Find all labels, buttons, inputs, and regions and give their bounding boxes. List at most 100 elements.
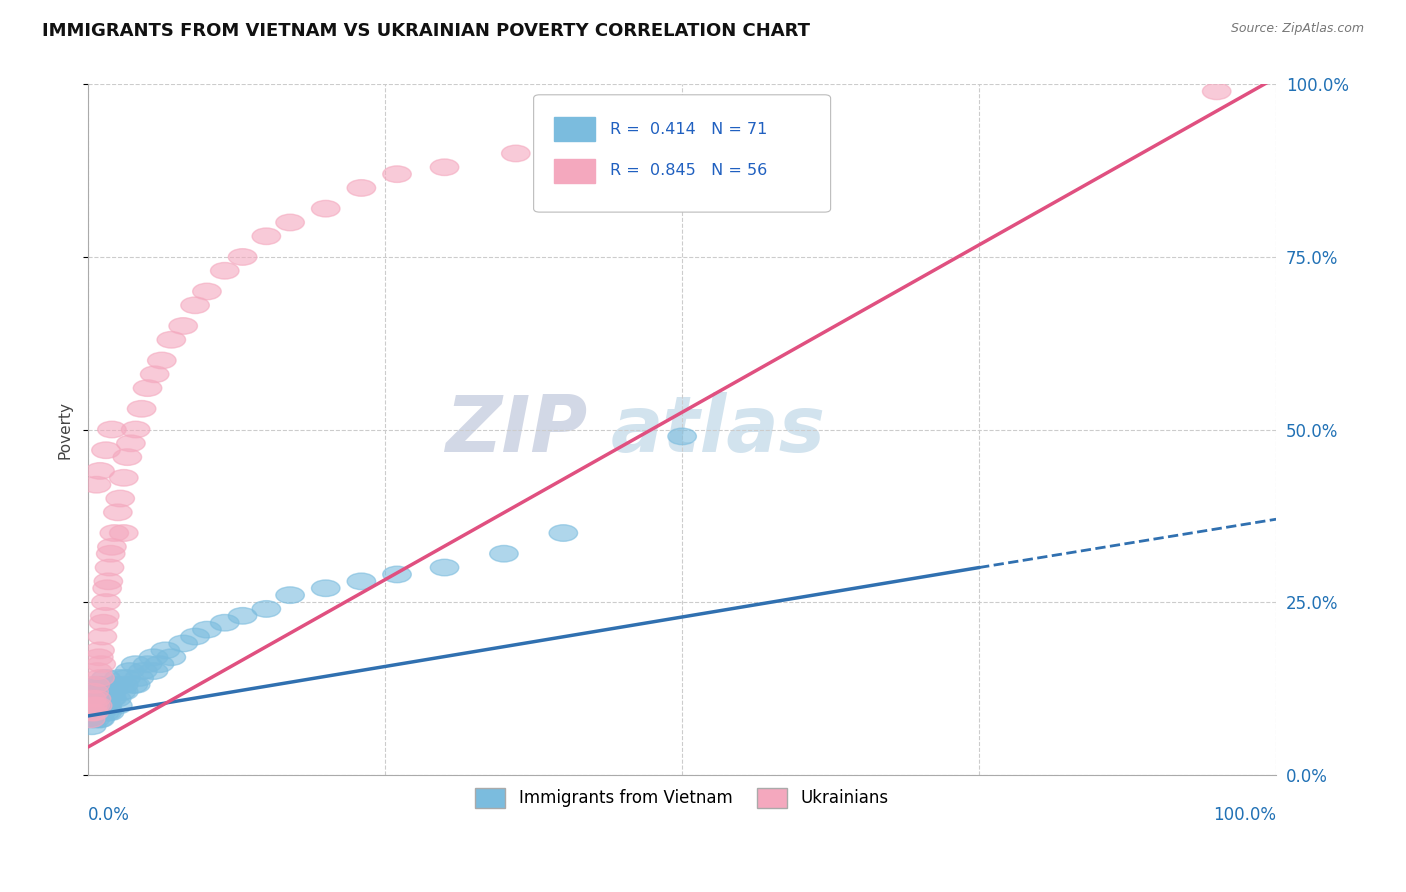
Circle shape (252, 600, 281, 617)
Circle shape (97, 690, 127, 707)
Circle shape (84, 649, 112, 665)
Circle shape (312, 201, 340, 217)
FancyBboxPatch shape (554, 159, 595, 183)
Circle shape (91, 690, 121, 707)
Circle shape (86, 642, 114, 658)
Circle shape (90, 607, 120, 624)
Circle shape (105, 491, 135, 507)
Circle shape (103, 690, 131, 707)
Circle shape (110, 524, 138, 541)
Circle shape (86, 463, 114, 479)
Circle shape (96, 704, 124, 721)
Circle shape (87, 656, 115, 673)
Circle shape (91, 442, 121, 458)
Circle shape (169, 635, 197, 652)
Circle shape (77, 711, 105, 728)
Circle shape (97, 690, 125, 707)
Circle shape (148, 352, 176, 368)
Y-axis label: Poverty: Poverty (58, 401, 72, 458)
Circle shape (121, 676, 150, 693)
Circle shape (104, 504, 132, 521)
FancyBboxPatch shape (554, 117, 595, 141)
Circle shape (77, 690, 105, 707)
Circle shape (430, 559, 458, 576)
Circle shape (141, 366, 169, 383)
Circle shape (84, 711, 112, 728)
Circle shape (97, 421, 127, 438)
Circle shape (134, 656, 162, 673)
Circle shape (150, 642, 180, 658)
Circle shape (77, 718, 105, 734)
Circle shape (211, 262, 239, 279)
Circle shape (83, 698, 112, 714)
Text: IMMIGRANTS FROM VIETNAM VS UKRAINIAN POVERTY CORRELATION CHART: IMMIGRANTS FROM VIETNAM VS UKRAINIAN POV… (42, 22, 810, 40)
Circle shape (84, 676, 112, 693)
Circle shape (93, 698, 121, 714)
Text: R =  0.414   N = 71: R = 0.414 N = 71 (610, 122, 768, 136)
Circle shape (157, 332, 186, 348)
Circle shape (572, 131, 602, 148)
Circle shape (112, 449, 142, 466)
Text: 0.0%: 0.0% (89, 805, 129, 823)
Circle shape (90, 615, 118, 631)
Circle shape (181, 297, 209, 314)
Circle shape (110, 683, 138, 700)
Circle shape (193, 622, 221, 638)
Circle shape (181, 628, 209, 645)
Circle shape (79, 698, 107, 714)
Circle shape (100, 676, 128, 693)
Circle shape (117, 435, 145, 451)
Circle shape (82, 704, 110, 721)
Text: atlas: atlas (610, 392, 825, 467)
Circle shape (83, 690, 112, 707)
Circle shape (94, 683, 122, 700)
Circle shape (87, 698, 115, 714)
Circle shape (276, 587, 304, 603)
Circle shape (76, 704, 105, 721)
Circle shape (276, 214, 304, 231)
Circle shape (86, 711, 114, 728)
Circle shape (120, 676, 148, 693)
Circle shape (77, 704, 105, 721)
Text: R =  0.845   N = 56: R = 0.845 N = 56 (610, 163, 766, 178)
Circle shape (79, 698, 107, 714)
Circle shape (347, 179, 375, 196)
Circle shape (550, 524, 578, 541)
Circle shape (80, 704, 108, 721)
Circle shape (94, 573, 122, 590)
Circle shape (93, 704, 121, 721)
FancyBboxPatch shape (534, 95, 831, 212)
Circle shape (80, 704, 108, 721)
Circle shape (86, 683, 114, 700)
Circle shape (112, 670, 141, 686)
Circle shape (82, 690, 111, 707)
Circle shape (82, 690, 110, 707)
Circle shape (90, 698, 118, 714)
Text: 100.0%: 100.0% (1213, 805, 1277, 823)
Circle shape (86, 670, 114, 686)
Circle shape (82, 676, 110, 693)
Circle shape (83, 663, 112, 680)
Circle shape (90, 704, 120, 721)
Circle shape (668, 428, 696, 445)
Circle shape (89, 676, 117, 693)
Circle shape (80, 676, 108, 693)
Text: Source: ZipAtlas.com: Source: ZipAtlas.com (1230, 22, 1364, 36)
Circle shape (84, 698, 112, 714)
Circle shape (228, 607, 257, 624)
Circle shape (91, 594, 121, 610)
Circle shape (228, 249, 257, 265)
Circle shape (193, 283, 221, 300)
Circle shape (107, 683, 135, 700)
Circle shape (82, 711, 110, 728)
Circle shape (80, 683, 108, 700)
Circle shape (82, 476, 111, 493)
Circle shape (80, 698, 108, 714)
Circle shape (1202, 83, 1232, 100)
Circle shape (347, 573, 375, 590)
Circle shape (139, 649, 167, 665)
Circle shape (125, 670, 153, 686)
Text: ZIP: ZIP (444, 392, 588, 467)
Circle shape (83, 704, 112, 721)
Circle shape (89, 628, 117, 645)
